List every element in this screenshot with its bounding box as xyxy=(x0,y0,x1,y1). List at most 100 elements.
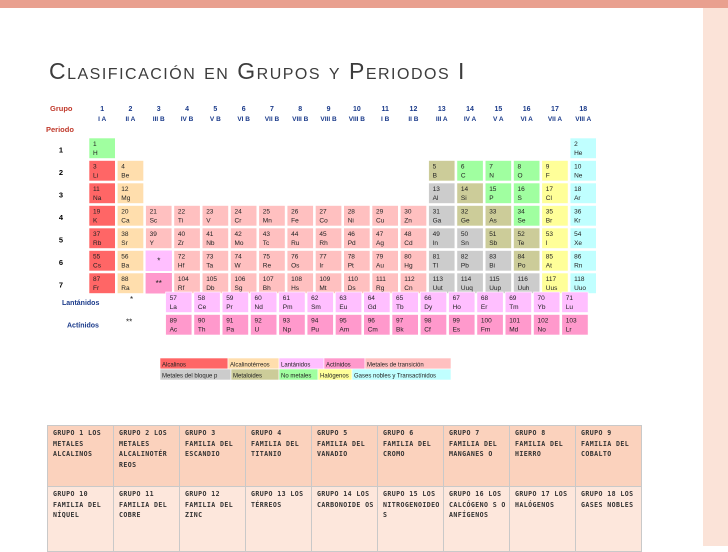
element-symbol: Pb xyxy=(461,263,469,270)
element-symbol: Ca xyxy=(121,218,130,225)
element-number: 85 xyxy=(546,254,554,261)
element-symbol: Ds xyxy=(348,285,357,292)
element-cell xyxy=(343,250,371,272)
element-cell xyxy=(456,160,484,182)
element-cell xyxy=(569,160,596,182)
element-symbol: Rn xyxy=(574,263,583,270)
element-symbol: Am xyxy=(339,327,349,334)
group-roman: VII A xyxy=(548,116,563,123)
element-number: 65 xyxy=(396,295,404,302)
element-cell xyxy=(117,182,144,204)
element-symbol: B xyxy=(433,173,437,180)
element-symbol: Po xyxy=(518,263,526,270)
legend-label: Alcalinotérreos xyxy=(230,363,270,369)
element-symbol: N xyxy=(489,173,494,180)
group-number: 16 xyxy=(523,106,531,113)
element-number: 30 xyxy=(404,209,412,216)
element-cell xyxy=(88,272,116,294)
element-number: 7 xyxy=(489,164,493,171)
period-header-label: Periodo xyxy=(46,125,74,134)
element-number: 89 xyxy=(170,318,178,325)
element-symbol: Tc xyxy=(263,240,270,247)
element-cell xyxy=(173,205,201,227)
group-number: 12 xyxy=(410,106,418,113)
period-number: 5 xyxy=(59,235,63,244)
element-symbol: Nb xyxy=(206,240,215,247)
element-symbol: Kr xyxy=(574,218,581,225)
period-number: 4 xyxy=(59,213,64,222)
element-number: 24 xyxy=(235,209,243,216)
element-number: 46 xyxy=(348,231,356,238)
element-symbol: Pr xyxy=(226,304,233,311)
element-symbol: S xyxy=(518,195,523,202)
element-number: 93 xyxy=(283,318,291,325)
group-number: 7 xyxy=(270,106,274,113)
group-cell: Grupo 13 Los térreos xyxy=(245,486,312,552)
element-number: 83 xyxy=(489,254,497,261)
element-cell xyxy=(428,227,456,249)
period-number: 3 xyxy=(59,190,63,199)
element-cell xyxy=(315,250,342,272)
group-number: 17 xyxy=(551,106,559,113)
element-number: 37 xyxy=(93,231,101,238)
group-number: 11 xyxy=(381,106,389,113)
group-roman: VI A xyxy=(520,116,533,123)
element-number: 100 xyxy=(481,318,492,325)
group-number: 6 xyxy=(242,106,246,113)
element-symbol: Li xyxy=(93,173,98,180)
element-cell xyxy=(391,291,419,313)
legend-swatch xyxy=(351,368,452,381)
lanthanide-marker-cell xyxy=(145,250,172,271)
element-cell xyxy=(428,182,456,204)
element-number: 61 xyxy=(283,295,291,302)
group-cell: Grupo 18 Los gases nobles xyxy=(575,486,642,552)
element-number: 78 xyxy=(348,254,356,261)
element-symbol: Uuh xyxy=(518,285,530,292)
element-cell xyxy=(88,250,116,272)
element-number: 88 xyxy=(121,276,129,283)
element-symbol: Uup xyxy=(489,285,501,292)
element-number: 12 xyxy=(121,186,129,193)
element-symbol: Ba xyxy=(121,263,129,270)
element-symbol: Tm xyxy=(509,304,518,311)
element-number: 74 xyxy=(235,254,243,261)
element-symbol: Ru xyxy=(291,240,300,247)
element-symbol: Co xyxy=(319,218,328,225)
lanthanides-label: Lantánidos xyxy=(62,300,99,307)
element-number: 5 xyxy=(433,164,437,171)
element-number: 67 xyxy=(453,295,461,302)
element-symbol: Ni xyxy=(348,218,354,225)
element-symbol: Ta xyxy=(206,263,213,270)
element-number: 64 xyxy=(368,295,376,302)
element-symbol: Cm xyxy=(368,327,378,334)
element-number: 81 xyxy=(433,254,441,261)
group-number: 1 xyxy=(100,106,104,113)
legend-label: Actínidos xyxy=(326,363,351,369)
element-cell xyxy=(201,205,229,227)
group-number: 13 xyxy=(438,106,446,113)
group-number: 15 xyxy=(494,106,502,113)
group-cell: Grupo 15 Los nitrogenoideo s xyxy=(377,486,444,552)
element-cell xyxy=(315,205,342,227)
element-cell xyxy=(88,160,116,182)
element-symbol: Fe xyxy=(291,218,299,225)
element-number: 3 xyxy=(93,164,97,171)
group-cell: Grupo 1 Los metales alcalinos xyxy=(47,425,114,487)
element-cell xyxy=(569,182,596,204)
element-cell xyxy=(258,250,286,272)
group-roman: II B xyxy=(408,116,418,123)
element-cell xyxy=(343,205,371,227)
element-symbol: Lu xyxy=(566,304,574,311)
element-number: 38 xyxy=(121,231,129,238)
element-cell xyxy=(117,272,144,294)
group-roman: I B xyxy=(381,116,390,123)
group-header-label: Grupo xyxy=(50,104,73,113)
element-number: 40 xyxy=(178,231,186,238)
element-cell xyxy=(419,291,447,313)
element-number: 68 xyxy=(481,295,489,302)
element-symbol: Th xyxy=(198,327,206,334)
element-symbol: Uuq xyxy=(461,285,473,292)
element-symbol: I xyxy=(546,240,548,247)
element-cell xyxy=(569,250,596,272)
